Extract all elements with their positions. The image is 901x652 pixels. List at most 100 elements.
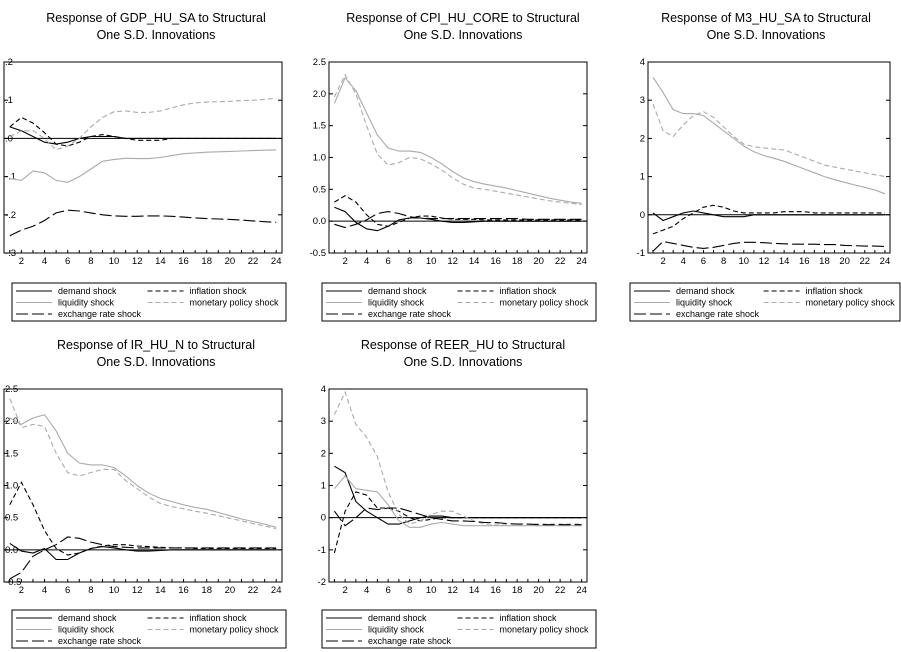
series-line-inflation-shock — [334, 195, 582, 227]
x-tick-label: 16 — [178, 585, 189, 596]
legend-label: liquidity shock — [368, 625, 425, 635]
legend-label: inflation shock — [806, 286, 864, 296]
chart-panel-1: Response of GDP_HU_SA to Structural One S… — [3, 11, 287, 322]
x-tick-label: 6 — [385, 585, 390, 596]
legend-label: monetary policy shock — [190, 625, 280, 635]
chart-panel-4: Response of IR_HU_N to Structural One S.D… — [3, 338, 287, 649]
x-tick-label: 6 — [385, 256, 390, 267]
y-tick-label: 2.5 — [5, 384, 18, 395]
x-tick-label: 14 — [155, 585, 166, 596]
x-tick-label: 22 — [248, 256, 259, 267]
x-tick-label: 24 — [880, 256, 891, 267]
y-tick-label: 3 — [640, 95, 645, 106]
x-tick-label: 20 — [225, 256, 236, 267]
legend-label: liquidity shock — [676, 298, 733, 308]
legend: demand shock inflation shock liquidity sho… — [629, 282, 901, 322]
series-line-demand-shock — [652, 210, 885, 222]
series-line-inflation-shock — [9, 116, 277, 147]
x-tick-label: 18 — [201, 256, 212, 267]
chart-title: Response of CPI_HU_CORE to Structural — [346, 11, 579, 25]
chart-subtitle: One S.D. Innovations — [97, 28, 216, 42]
x-tick-label: 14 — [469, 585, 480, 596]
chart-subtitle: One S.D. Innovations — [97, 355, 216, 369]
chart-subtitle: One S.D. Innovations — [404, 355, 523, 369]
legend-label: demand shock — [58, 613, 117, 623]
chart-title: Response of M3_HU_SA to Structural — [661, 11, 871, 25]
y-tick-label: 3 — [321, 416, 326, 427]
y-tick-label: 1 — [321, 481, 326, 492]
chart-title: Response of GDP_HU_SA to Structural — [46, 11, 266, 25]
y-tick-label: -.2 — [5, 210, 16, 221]
y-tick-label: 2 — [640, 133, 645, 144]
legend: demand shock inflation shock liquidity sho… — [11, 609, 287, 649]
y-tick-label: 2 — [321, 448, 326, 459]
x-tick-label: 2 — [342, 585, 347, 596]
y-tick-label: 2.5 — [313, 57, 326, 68]
series-line-liquidity-shock — [333, 76, 582, 204]
y-tick-label: 2.0 — [5, 416, 18, 427]
chart-title: Response of REER_HU to Structural — [361, 338, 565, 352]
x-tick-label: 16 — [490, 256, 501, 267]
x-tick-label: 14 — [779, 256, 790, 267]
x-tick-label: 18 — [512, 585, 523, 596]
x-tick-label: 10 — [109, 256, 120, 267]
legend-label: inflation shock — [190, 613, 248, 623]
y-tick-label: 4 — [640, 57, 645, 68]
x-tick-label: 2 — [19, 256, 24, 267]
plot-frame — [328, 388, 588, 583]
series-line-inflation-shock — [652, 204, 885, 235]
x-tick-label: 14 — [469, 256, 480, 267]
series-line-monetary-policy-shock — [652, 103, 886, 178]
series-line-exchange-rate-shock — [333, 507, 582, 527]
series-line-liquidity-shock — [9, 414, 277, 528]
plot-frame — [328, 61, 588, 254]
series-line-liquidity-shock — [652, 76, 886, 195]
legend: demand shock inflation shock liquidity sho… — [321, 609, 597, 649]
y-tick-label: 4 — [321, 384, 326, 395]
legend-label: inflation shock — [500, 613, 558, 623]
x-tick-label: 22 — [860, 256, 871, 267]
x-tick-label: 10 — [109, 585, 120, 596]
x-tick-label: 4 — [42, 256, 47, 267]
legend-label: exchange rate shock — [368, 309, 452, 319]
x-tick-label: 16 — [490, 585, 501, 596]
x-tick-label: 24 — [271, 256, 282, 267]
x-tick-label: 22 — [248, 585, 259, 596]
series-line-exchange-rate-shock — [9, 536, 277, 580]
legend-label: demand shock — [368, 613, 427, 623]
x-tick-label: 12 — [132, 256, 143, 267]
plot-frame — [3, 388, 283, 583]
series-line-demand-shock — [9, 126, 277, 145]
y-tick-label: -.3 — [5, 248, 16, 259]
legend-label: exchange rate shock — [368, 636, 452, 646]
y-tick-label: -0.5 — [5, 577, 21, 588]
x-tick-label: 20 — [839, 256, 850, 267]
chart-panel-5: Response of REER_HU to Structural One S.D… — [318, 338, 597, 649]
legend-label: liquidity shock — [58, 298, 115, 308]
series-line-exchange-rate-shock — [9, 209, 277, 237]
series-line-inflation-shock — [333, 491, 582, 554]
y-tick-label: .1 — [5, 95, 13, 106]
x-tick-label: 8 — [407, 256, 412, 267]
x-tick-label: 8 — [721, 256, 726, 267]
legend-label: inflation shock — [500, 286, 558, 296]
legend-label: exchange rate shock — [58, 636, 142, 646]
x-tick-label: 2 — [660, 256, 665, 267]
series-line-demand-shock — [9, 542, 277, 561]
chart-panel-3: Response of M3_HU_SA to Structural One S.… — [629, 11, 901, 322]
chart-panel-2: Response of CPI_HU_CORE to Structural One… — [310, 11, 597, 322]
y-tick-label: -1 — [637, 248, 645, 259]
x-tick-label: 18 — [819, 256, 830, 267]
legend-label: monetary policy shock — [500, 625, 590, 635]
x-tick-label: 22 — [555, 585, 566, 596]
x-tick-label: 6 — [701, 256, 706, 267]
y-tick-label: 2.0 — [313, 89, 326, 100]
x-tick-label: 2 — [342, 256, 347, 267]
y-tick-label: -2 — [318, 577, 326, 588]
legend: demand shock inflation shock liquidity sho… — [11, 282, 287, 322]
series-line-exchange-rate-shock — [334, 211, 582, 229]
y-tick-label: 1.5 — [313, 121, 326, 132]
legend-label: monetary policy shock — [500, 298, 590, 308]
x-tick-label: 12 — [447, 585, 458, 596]
